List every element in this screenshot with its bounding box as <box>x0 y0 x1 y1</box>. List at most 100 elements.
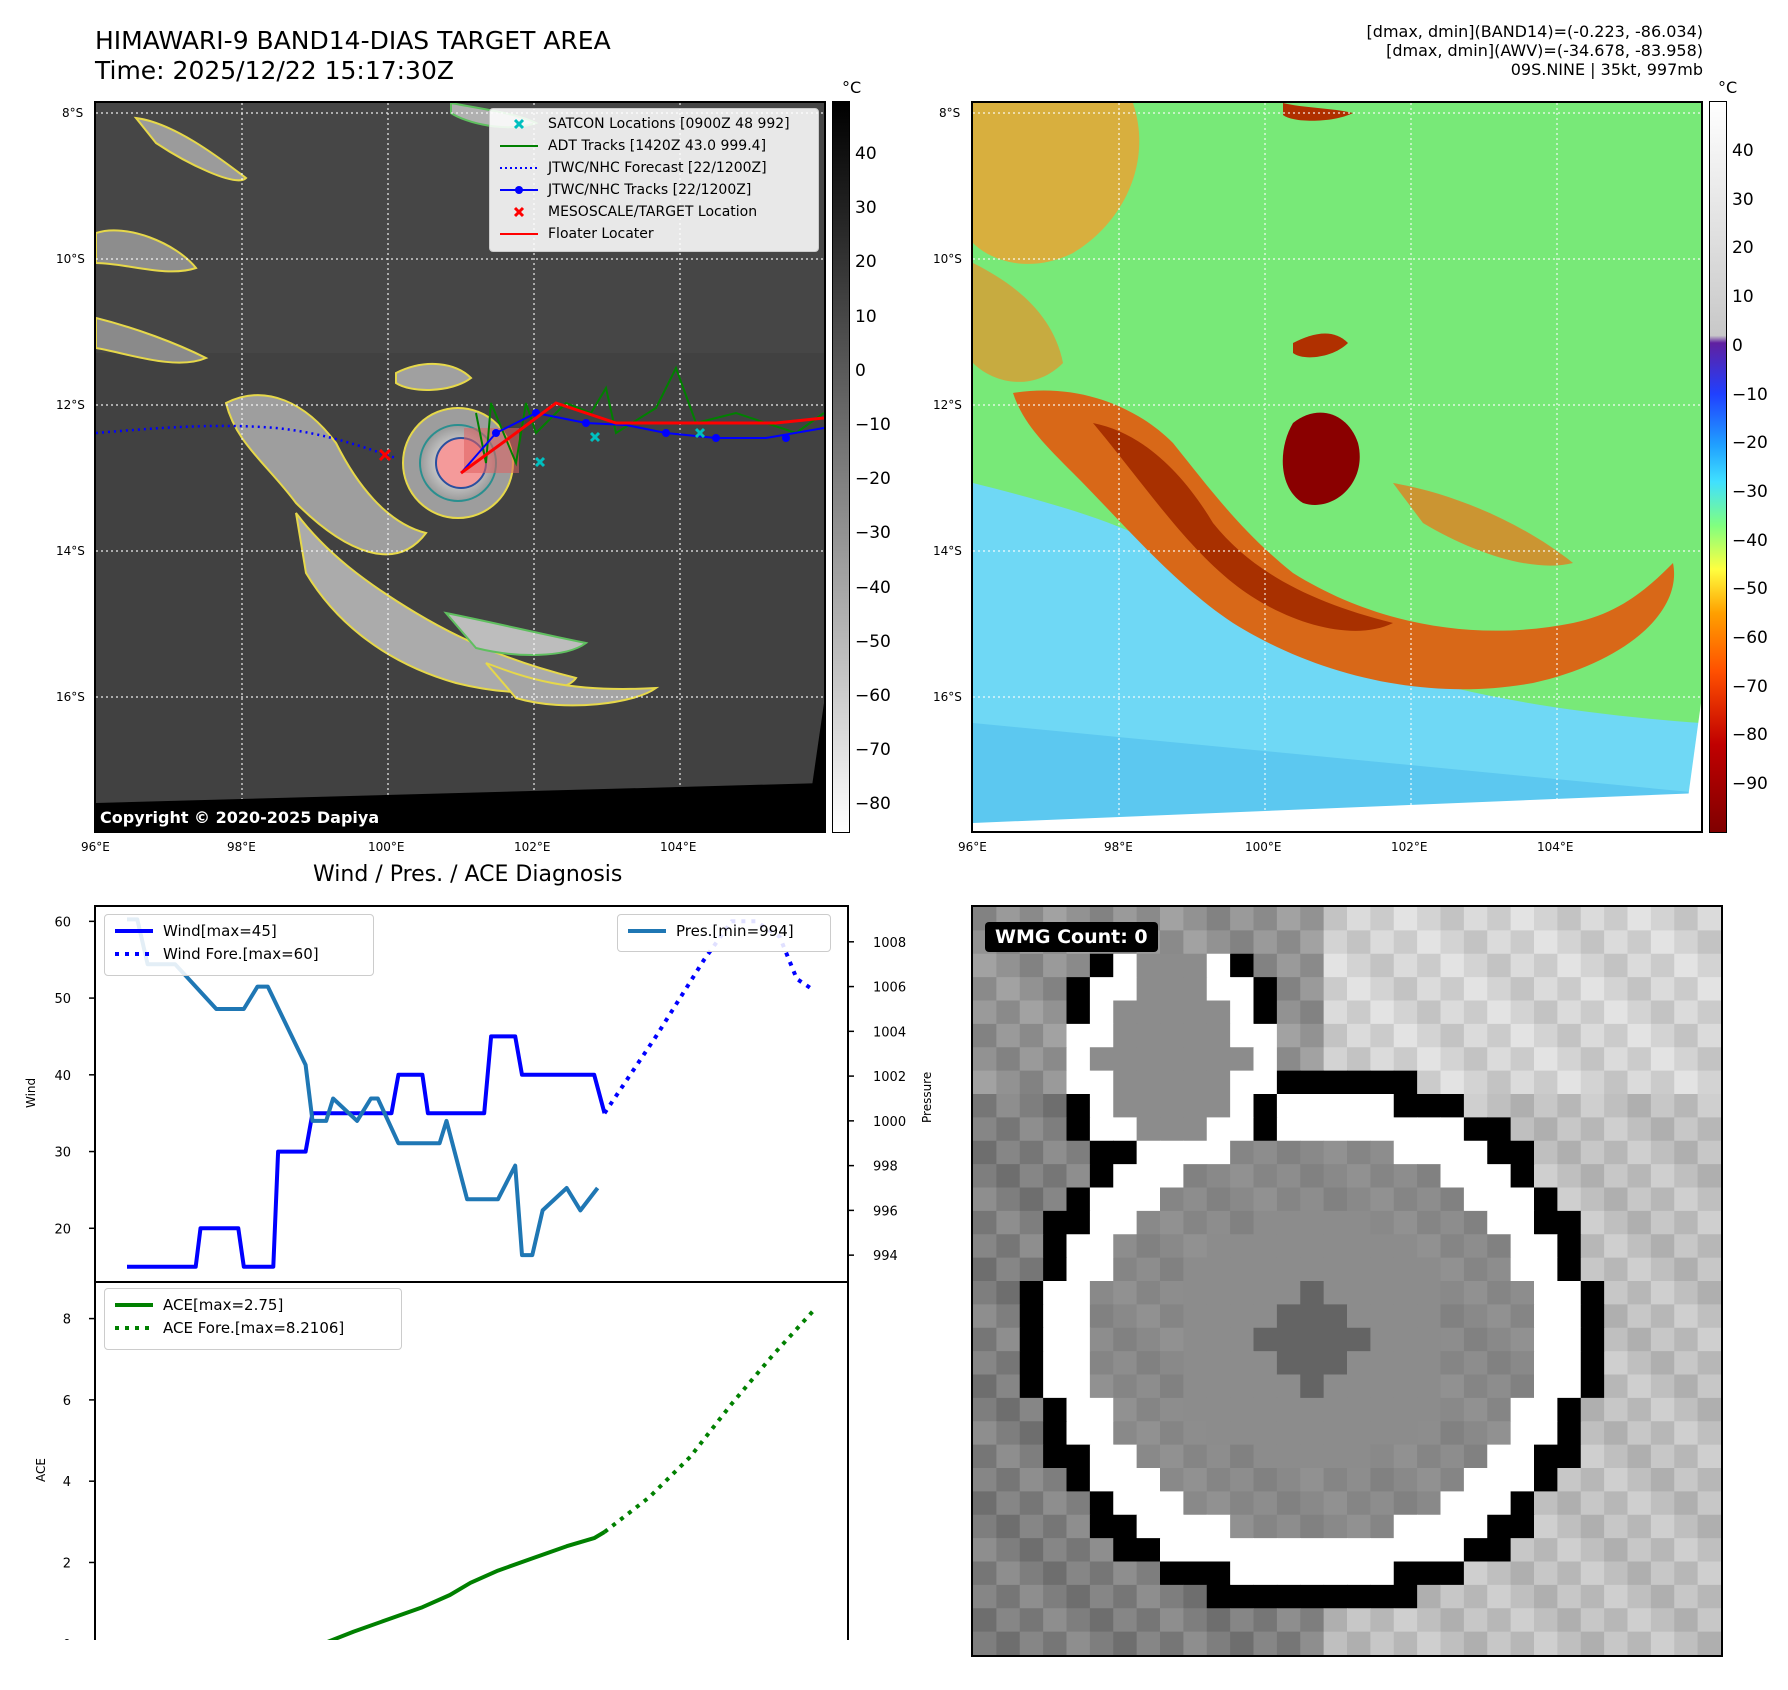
wmg-pixel <box>1043 1047 1068 1072</box>
wmg-pixel <box>1276 1538 1301 1563</box>
wmg-pixel <box>1557 1140 1582 1165</box>
wmg-pixel <box>1674 1047 1699 1072</box>
wmg-pixel <box>1089 1234 1114 1259</box>
wmg-pixel <box>1674 1631 1699 1655</box>
colorbar-tick-label: −70 <box>855 740 891 761</box>
wmg-pixel <box>1627 930 1652 955</box>
colorbar-tick-label: 20 <box>1732 238 1754 259</box>
wmg-pixel <box>1370 1210 1395 1235</box>
wmg-pixel <box>1463 1094 1488 1118</box>
wmg-pixel <box>1627 1094 1652 1118</box>
wmg-pixel <box>1066 1070 1091 1095</box>
wmg-pixel <box>1300 1538 1325 1563</box>
wmg-pixel <box>1487 1234 1512 1259</box>
wmg-pixel <box>1627 1468 1652 1492</box>
wind-tick-label: 60 <box>54 915 71 930</box>
wmg-pixel <box>1604 1140 1629 1165</box>
wmg-pixel <box>1300 907 1325 931</box>
wmg-pixel <box>1183 1140 1208 1165</box>
wmg-pixel <box>1113 1538 1138 1563</box>
wmg-pixel <box>1347 1257 1371 1282</box>
wmg-pixel <box>1043 1117 1068 1142</box>
wmg-pixel <box>996 1281 1021 1305</box>
wmg-pixel <box>1557 1608 1582 1633</box>
wmg-pixel <box>1487 1117 1512 1142</box>
wmg-pixel <box>1557 1094 1582 1118</box>
wmg-pixel <box>1440 1047 1465 1072</box>
wmg-pixel <box>1674 1561 1699 1586</box>
wmg-pixel <box>996 1561 1021 1586</box>
wmg-pixel <box>1604 1631 1629 1655</box>
wmg-pixel <box>1276 1140 1301 1165</box>
wmg-pixel <box>1066 953 1091 978</box>
wmg-pixel <box>1089 953 1114 978</box>
wmg-pixel <box>1136 1561 1161 1586</box>
wmg-pixel <box>1323 1140 1348 1165</box>
pressure-tick-label: 994 <box>873 1249 898 1264</box>
wmg-pixel <box>1253 953 1278 978</box>
wmg-pixel <box>1206 1140 1231 1165</box>
wmg-pixel <box>1604 1117 1629 1142</box>
wmg-pixel <box>1697 1164 1721 1189</box>
wmg-pixel <box>1066 1561 1091 1586</box>
wmg-pixel <box>1604 1561 1629 1586</box>
wmg-pixel <box>1370 953 1395 978</box>
wmg-pixel <box>1300 1304 1325 1329</box>
wmg-pixel <box>1206 1444 1231 1469</box>
wmg-pixel <box>1650 930 1675 955</box>
colorbar-tick-label: −10 <box>1732 384 1768 405</box>
wmg-pixel <box>1043 977 1068 1002</box>
wmg-pixel <box>1674 1140 1699 1165</box>
wmg-pixel <box>1113 1397 1138 1422</box>
wmg-pixel <box>1393 1631 1418 1655</box>
wmg-pixel <box>1276 1608 1301 1633</box>
map-right-lon-tick: 104°E <box>1537 840 1574 854</box>
wmg-pixel <box>1323 1374 1348 1399</box>
wmg-pixel <box>1136 1444 1161 1469</box>
wmg-pixel <box>1580 1444 1605 1469</box>
wmg-pixel <box>1697 1281 1721 1305</box>
wmg-pixel <box>1440 1514 1465 1539</box>
wmg-pixel <box>1347 1117 1371 1142</box>
wmg-pixel <box>1510 1140 1535 1165</box>
wmg-pixel <box>1534 1257 1558 1282</box>
wmg-pixel <box>1066 977 1091 1002</box>
wmg-pixel <box>1183 1187 1208 1212</box>
wmg-pixel <box>1276 1327 1301 1352</box>
wmg-pixel <box>1253 1631 1278 1655</box>
wmg-pixel <box>1463 1117 1488 1142</box>
wmg-pixel <box>1487 1421 1512 1446</box>
wmg-pixel <box>1230 1187 1255 1212</box>
wmg-pixel <box>1557 977 1582 1002</box>
wmg-pixel <box>1534 1561 1558 1586</box>
wmg-pixel <box>1627 977 1652 1002</box>
wmg-pixel <box>1674 1608 1699 1633</box>
wmg-pixel <box>1230 1514 1255 1539</box>
wmg-pixel <box>1230 1210 1255 1235</box>
wmg-pixel <box>1627 1444 1652 1469</box>
wmg-pixel <box>1300 1234 1325 1259</box>
wmg-pixel <box>1627 1584 1652 1609</box>
map-left-lat-tick: 12°S <box>56 398 85 412</box>
wind-legend: Wind[max=45] Wind Fore.[max=60] <box>104 914 374 976</box>
wmg-pixel <box>1580 1491 1605 1516</box>
wmg-pixel <box>1393 1421 1418 1446</box>
wmg-pixel <box>1113 1210 1138 1235</box>
wmg-pixel <box>1417 1164 1442 1189</box>
wmg-pixel <box>1534 1421 1558 1446</box>
wmg-pixel <box>1136 1304 1161 1329</box>
wmg-pixel <box>1183 1397 1208 1422</box>
wmg-pixel <box>1697 1327 1721 1352</box>
wmg-pixel <box>1066 1397 1091 1422</box>
wmg-pixel <box>1183 1327 1208 1352</box>
map-left-lat-tick: 16°S <box>56 690 85 704</box>
wmg-pixel <box>1510 1023 1535 1048</box>
wmg-pixel <box>1323 1421 1348 1446</box>
wmg-pixel <box>973 1561 997 1586</box>
wmg-pixel <box>1650 1584 1675 1609</box>
wmg-pixel <box>1300 1444 1325 1469</box>
wmg-pixel <box>1370 1584 1395 1609</box>
wmg-pixel <box>1066 1421 1091 1446</box>
wmg-pixel <box>1580 1561 1605 1586</box>
wmg-pixel <box>1136 977 1161 1002</box>
